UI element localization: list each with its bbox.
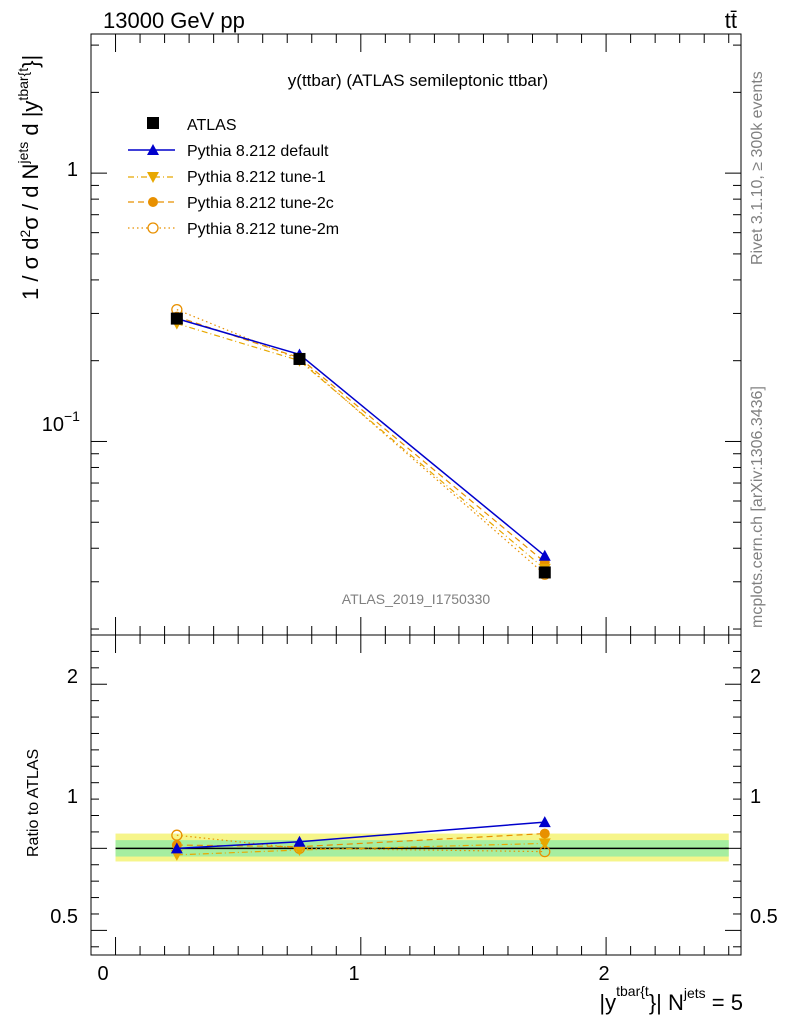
ratio-point-pythia-8-212-default xyxy=(538,816,551,828)
legend-entry-default: Pythia 8.212 default xyxy=(128,143,329,160)
ratio-y-axis-label: Ratio to ATLAS xyxy=(25,749,42,857)
ratio-plot-panel: 2 1 0.5 2 1 0.5 0 1 2 Ratio to ATLAS |yt… xyxy=(25,634,778,1015)
legend-label-atlas: ATLAS xyxy=(187,117,237,134)
ratio-uncertainty-bands xyxy=(115,833,729,862)
ratio-point-pythia-8-212-default xyxy=(170,842,183,854)
plot-title: y(ttbar) (ATLAS semileptonic ttbar) xyxy=(288,71,548,90)
x-tick-label-1: 1 xyxy=(348,963,359,985)
ratio-y-tick-label-right-1: 1 xyxy=(750,786,761,808)
rivet-label: Rivet 3.1.10, ≥ 300k events xyxy=(749,71,766,265)
legend-marker-default xyxy=(147,144,159,155)
series-line-pythia-8-212-tune-2m xyxy=(176,309,546,575)
data-point-pythia-8-212-default xyxy=(538,549,551,561)
analysis-watermark: ATLAS_2019_I1750330 xyxy=(342,591,491,607)
ratio-y-tick-label-left-1: 1 xyxy=(67,786,78,808)
process-label: tt̄ xyxy=(725,8,737,33)
main-axis-ticks xyxy=(90,34,741,635)
data-point-atlas xyxy=(293,352,306,365)
ratio-plot-frame xyxy=(90,634,742,956)
series-line-pythia-8-212-tune-2c xyxy=(176,316,546,563)
series-line-pythia-8-212-default xyxy=(176,317,546,557)
ratio-series-group xyxy=(170,816,551,861)
data-point-atlas xyxy=(170,312,183,325)
ratio-point-pythia-8-212-tune-2c xyxy=(539,828,550,839)
legend-marker-atlas xyxy=(147,117,159,129)
y-tick-label-1: 1 xyxy=(67,159,78,181)
main-series-group xyxy=(170,303,551,580)
ratio-y-tick-label-right-0p5: 0.5 xyxy=(750,906,778,928)
ratio-y-tick-label-left-0p5: 0.5 xyxy=(50,906,78,928)
x-tick-label-2: 2 xyxy=(598,963,609,985)
legend-entry-tune-2m: Pythia 8.212 tune-2m xyxy=(128,221,339,238)
data-point-atlas xyxy=(538,566,551,579)
legend-marker-tune-2m xyxy=(147,222,159,234)
x-tick-label-0: 0 xyxy=(97,963,108,985)
legend-marker-tune-2c xyxy=(148,197,158,207)
ratio-point-pythia-8-212-tune-1 xyxy=(538,838,551,850)
ratio-line-pythia-8-212-tune-2m xyxy=(176,834,545,853)
legend-entry-tune-2c: Pythia 8.212 tune-2c xyxy=(128,195,334,212)
energy-label: 13000 GeV pp xyxy=(103,8,245,33)
legend-label-tune-1: Pythia 8.212 tune-1 xyxy=(187,169,326,186)
legend-entry-atlas: ATLAS xyxy=(147,117,237,134)
x-axis-label: |ytbar{t}| Njets = 5 xyxy=(599,983,743,1015)
legend-label-tune-2m: Pythia 8.212 tune-2m xyxy=(187,221,339,238)
mcplots-label: mcplots.cern.ch [arXiv:1306.3436] xyxy=(749,386,766,628)
y-tick-label-0p1-exponent: −1 xyxy=(64,408,80,424)
series-line-pythia-8-212-tune-1 xyxy=(176,323,546,570)
legend-label-tune-2c: Pythia 8.212 tune-2c xyxy=(187,195,334,212)
ratio-y-tick-label-right-2: 2 xyxy=(750,666,761,688)
legend-entry-tune-1: Pythia 8.212 tune-1 xyxy=(128,169,326,186)
y-tick-label-0p1: 10 xyxy=(42,414,64,436)
ratio-point-pythia-8-212-tune-1 xyxy=(293,844,306,856)
ratio-axis-ticks xyxy=(90,635,741,955)
main-y-axis-label: 1 / σ d2σ / d Njets d |ytbar{t}| xyxy=(15,55,43,300)
ratio-y-tick-label-left-2: 2 xyxy=(67,666,78,688)
main-plot-panel: y(ttbar) (ATLAS semileptonic ttbar) ATLA… xyxy=(15,33,742,636)
legend: ATLAS Pythia 8.212 default Pythia 8.212 … xyxy=(128,117,339,238)
legend-label-default: Pythia 8.212 default xyxy=(187,143,329,160)
legend-marker-tune-1 xyxy=(147,172,159,183)
ratio-point-pythia-8-212-default xyxy=(293,835,306,847)
